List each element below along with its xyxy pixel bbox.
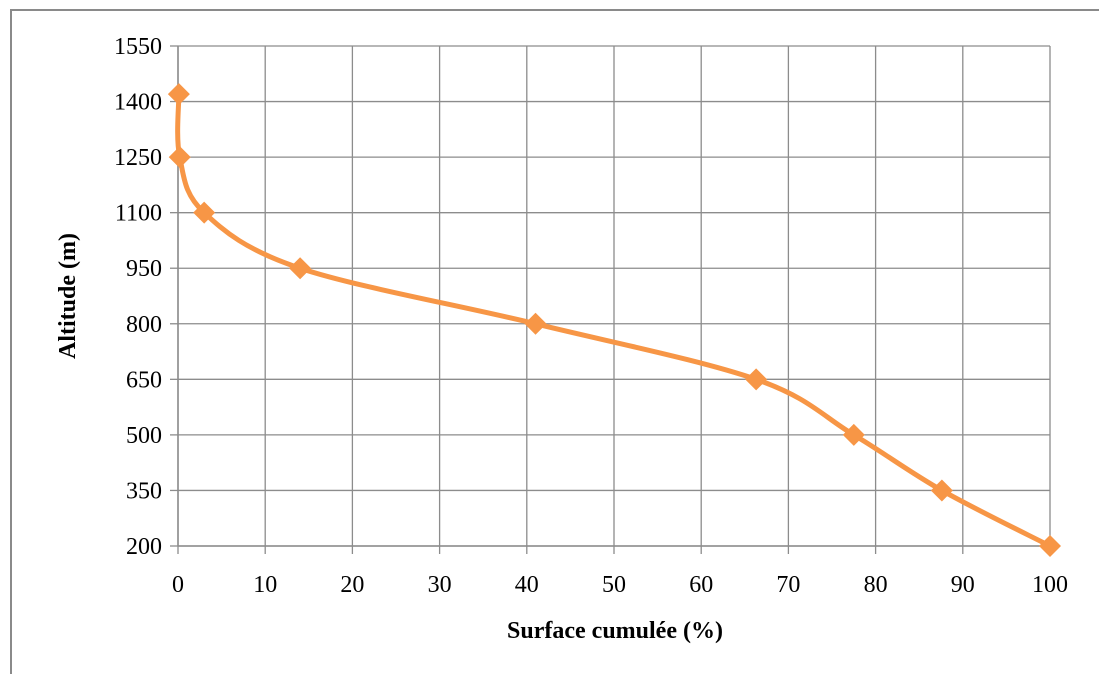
x-tick-label: 90 <box>951 572 975 598</box>
x-tick-label: 70 <box>776 572 800 598</box>
x-tick-label: 30 <box>428 572 452 598</box>
y-tick-label: 800 <box>126 312 162 338</box>
data-point-marker <box>289 257 312 280</box>
chart-frame <box>10 9 1099 674</box>
x-tick-label: 10 <box>253 572 277 598</box>
x-axis-title: Surface cumulée (%) <box>507 618 723 644</box>
y-tick-label: 500 <box>126 423 162 449</box>
data-point-marker <box>745 368 768 391</box>
x-tick-label: 100 <box>1032 572 1068 598</box>
grid <box>177 45 1051 547</box>
data-point-marker <box>193 201 216 224</box>
data-point-marker <box>842 423 865 446</box>
x-tick-label: 50 <box>602 572 626 598</box>
y-tick-label: 1100 <box>115 201 162 227</box>
y-tick-label: 350 <box>126 478 162 504</box>
y-tick-label: 950 <box>126 256 162 282</box>
y-tick-label: 1400 <box>114 90 162 116</box>
y-tick-label: 200 <box>126 534 162 560</box>
y-tick-label: 650 <box>126 367 162 393</box>
y-tick-labels: 200 350 500 650 800 950 1100 1250 1400 1550 <box>114 34 162 560</box>
x-tick-label: 0 <box>172 572 184 598</box>
data-point-marker <box>1039 535 1061 557</box>
data-point-marker <box>168 146 191 169</box>
series-line <box>175 91 1053 549</box>
y-axis-title: Altitude (m) <box>55 233 81 359</box>
data-point-marker <box>930 479 953 502</box>
x-tick-label: 60 <box>689 572 713 598</box>
x-tick-labels: 0 10 20 30 40 50 60 70 80 90 100 <box>172 572 1068 598</box>
data-point-marker <box>524 312 547 335</box>
data-point-marker <box>167 83 190 106</box>
series-markers <box>167 83 1061 557</box>
y-tick-label: 1550 <box>114 34 162 60</box>
x-tick-label: 40 <box>515 572 539 598</box>
x-tick-label: 80 <box>864 572 888 598</box>
y-tick-label: 1250 <box>114 145 162 171</box>
x-tick-label: 20 <box>340 572 364 598</box>
